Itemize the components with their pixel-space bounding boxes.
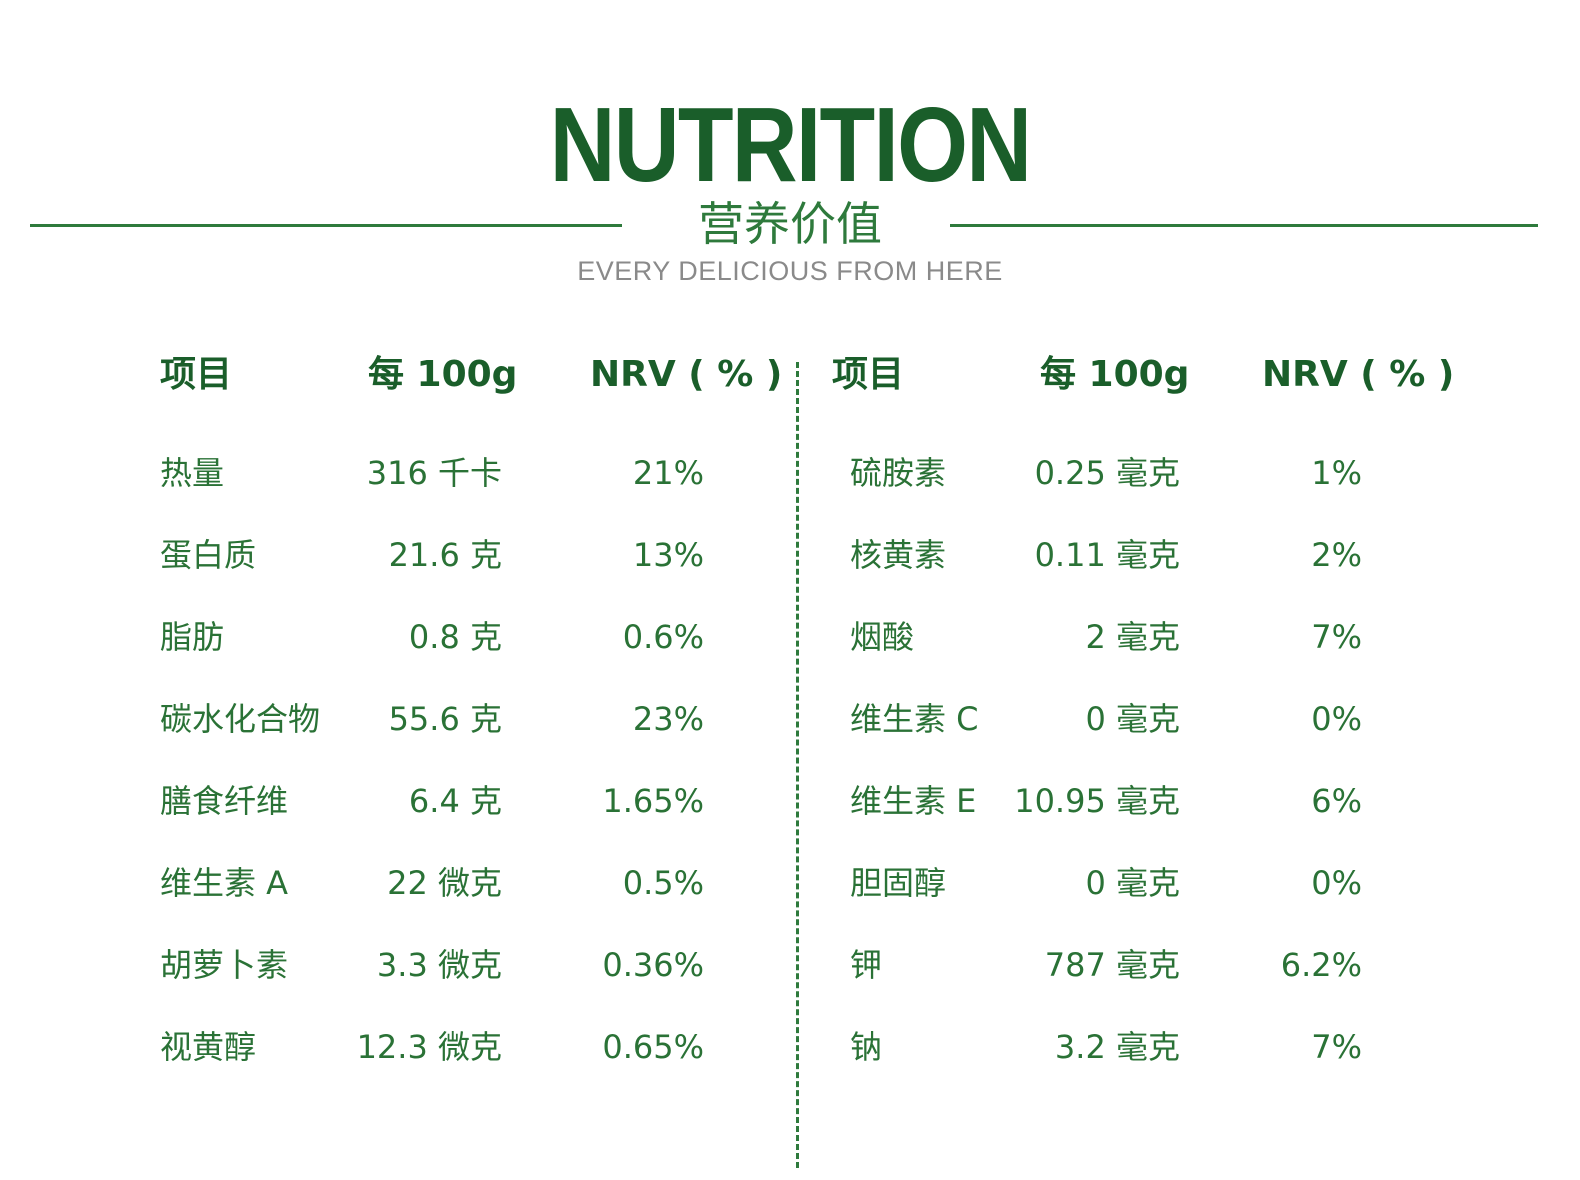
table-row: 脂肪 0.8 克 0.6% <box>0 607 780 689</box>
header: NUTRITION 营养价值 EVERY DELICIOUS FROM HERE <box>0 0 1580 300</box>
table-row: 硫胺素 0.25 毫克 1% <box>800 443 1580 525</box>
header-per100g: 每 100g <box>1040 354 1190 395</box>
item-amount: 3.3 微克 <box>376 946 502 984</box>
header-item: 项目 <box>160 354 233 395</box>
item-name: 维生素 E <box>850 782 977 820</box>
item-amount: 787 毫克 <box>1044 946 1180 984</box>
table-row: 膳食纤维 6.4 克 1.65% <box>0 771 780 853</box>
table-row: 钾 787 毫克 6.2% <box>800 935 1580 1017</box>
table-row: 热量 316 千卡 21% <box>0 443 780 525</box>
item-name: 膳食纤维 <box>160 782 289 820</box>
page-subtitle-cn: 营养价值 <box>698 197 882 251</box>
item-name: 硫胺素 <box>850 454 947 492</box>
item-amount: 10.95 毫克 <box>1014 782 1180 820</box>
item-nrv: 6.2% <box>1280 946 1362 984</box>
item-amount: 0 毫克 <box>1085 864 1180 902</box>
title-rule-right <box>950 224 1538 227</box>
item-amount: 22 微克 <box>387 864 502 902</box>
item-nrv: 0.65% <box>602 1028 704 1066</box>
item-name: 维生素 C <box>850 700 979 738</box>
item-nrv: 7% <box>1311 1028 1362 1066</box>
item-amount: 12.3 微克 <box>356 1028 502 1066</box>
table-row: 蛋白质 21.6 克 13% <box>0 525 780 607</box>
item-nrv: 0.5% <box>622 864 704 902</box>
item-amount: 0.25 毫克 <box>1034 454 1180 492</box>
item-nrv: 0% <box>1311 864 1362 902</box>
item-name: 核黄素 <box>850 536 947 574</box>
item-name: 碳水化合物 <box>160 700 321 738</box>
item-name: 视黄醇 <box>160 1028 257 1066</box>
item-nrv: 23% <box>632 700 704 738</box>
item-nrv: 2% <box>1311 536 1362 574</box>
item-nrv: 0.6% <box>622 618 704 656</box>
table-row: 维生素 A 22 微克 0.5% <box>0 853 780 935</box>
item-nrv: 0.36% <box>602 946 704 984</box>
table-row: 维生素 E 10.95 毫克 6% <box>800 771 1580 853</box>
item-name: 钠 <box>850 1028 883 1066</box>
item-nrv: 13% <box>632 536 704 574</box>
table-divider <box>796 362 799 1168</box>
table-row: 钠 3.2 毫克 7% <box>800 1017 1580 1099</box>
header-nrv: NRV ( % ) <box>590 354 783 395</box>
item-name: 热量 <box>160 454 225 492</box>
item-name: 维生素 A <box>160 864 289 902</box>
item-nrv: 6% <box>1311 782 1362 820</box>
item-amount: 2 毫克 <box>1085 618 1180 656</box>
item-name: 蛋白质 <box>160 536 257 574</box>
table-row: 胆固醇 0 毫克 0% <box>800 853 1580 935</box>
table-row: 胡萝卜素 3.3 微克 0.36% <box>0 935 780 1017</box>
item-nrv: 0% <box>1311 700 1362 738</box>
tagline: EVERY DELICIOUS FROM HERE <box>577 256 1003 286</box>
table-row: 视黄醇 12.3 微克 0.65% <box>0 1017 780 1099</box>
item-nrv: 1% <box>1311 454 1362 492</box>
title-rule-left <box>30 224 622 227</box>
item-nrv: 7% <box>1311 618 1362 656</box>
item-name: 胆固醇 <box>850 864 947 902</box>
item-nrv: 1.65% <box>602 782 704 820</box>
item-name: 胡萝卜素 <box>160 946 289 984</box>
item-name: 脂肪 <box>160 618 225 656</box>
header-nrv: NRV ( % ) <box>1262 354 1455 395</box>
table-row: 烟酸 2 毫克 7% <box>800 607 1580 689</box>
page-title: NUTRITION <box>549 86 1033 204</box>
item-amount: 316 千卡 <box>366 454 502 492</box>
table-row: 碳水化合物 55.6 克 23% <box>0 689 780 771</box>
table-row: 维生素 C 0 毫克 0% <box>800 689 1580 771</box>
item-amount: 6.4 克 <box>408 782 502 820</box>
item-amount: 0 毫克 <box>1085 700 1180 738</box>
item-amount: 21.6 克 <box>388 536 502 574</box>
item-amount: 3.2 毫克 <box>1054 1028 1180 1066</box>
item-name: 烟酸 <box>850 618 915 656</box>
header-per100g: 每 100g <box>368 354 518 395</box>
header-item: 项目 <box>832 354 905 395</box>
table-row: 核黄素 0.11 毫克 2% <box>800 525 1580 607</box>
item-amount: 0.8 克 <box>408 618 502 656</box>
item-nrv: 21% <box>632 454 704 492</box>
item-amount: 55.6 克 <box>388 700 502 738</box>
item-name: 钾 <box>850 946 883 984</box>
item-amount: 0.11 毫克 <box>1034 536 1180 574</box>
